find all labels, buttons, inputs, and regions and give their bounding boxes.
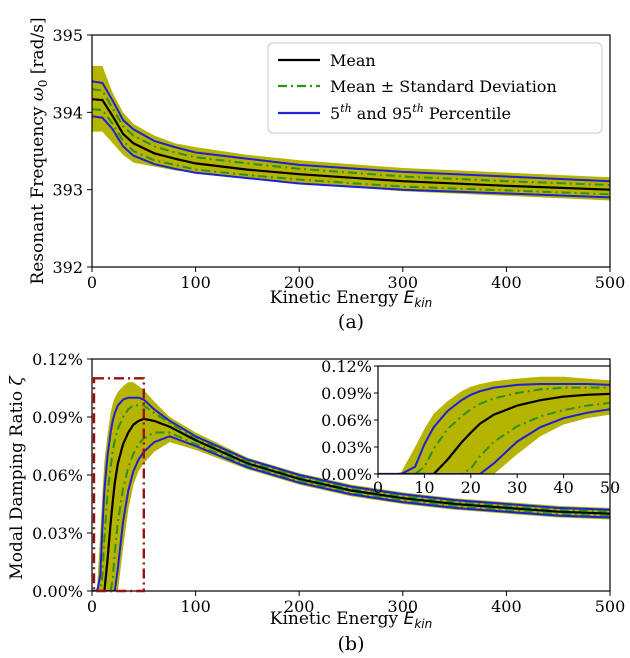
- inset-x-tick-label: 10: [414, 478, 434, 497]
- inset-uncertainty-band: [378, 376, 610, 474]
- panel-b-x-tick-label: 300: [388, 597, 419, 616]
- panel-a-line-std_lower: [92, 108, 610, 196]
- panel-a-x-tick-label: 500: [595, 273, 626, 292]
- panel-b-inset: 0 10 20 30 40 50 0.00% 0.03% 0.06% 0.09% 0.12%: [321, 357, 620, 497]
- panel-b-caption: (b): [338, 633, 365, 655]
- panel-b-line-p95: [92, 396, 610, 591]
- inset-y-tick-label: 0.03%: [321, 438, 372, 457]
- inset-x-tick-label: 40: [553, 478, 573, 497]
- panel-b-x-tick-label: 400: [491, 597, 522, 616]
- panel-a-x-tick-label: 200: [284, 273, 315, 292]
- legend-percentile-label: 5th and 95th Percentile: [330, 102, 511, 123]
- zoom-region-box: [92, 377, 145, 593]
- panel-a-axes-frame: [91, 34, 611, 268]
- panel-a-y-axis-label: Resonant Frequency ω0 [rad/s]: [28, 17, 50, 284]
- panel-b-y-tick-label: 0.06%: [32, 466, 83, 485]
- panel-b-x-tick-label: 100: [180, 597, 211, 616]
- panel-a-y-tick-label: 395: [52, 26, 83, 45]
- panel-a-x-tick-label: 0: [87, 273, 97, 292]
- panel-a-x-tick-label: 100: [180, 273, 211, 292]
- panel-a-frequency-chart: 0 100 200 300 400 500 392 393 394 395 Resonant Fr…: [28, 17, 625, 333]
- panel-b-x-tick-label: 200: [284, 597, 315, 616]
- panel-a-x-axis-label: Kinetic Energy Ekin: [270, 288, 432, 310]
- panel-a-x-tick-label: 400: [491, 273, 522, 292]
- panel-b-x-tick-label: 500: [595, 597, 626, 616]
- inset-line-p5: [378, 408, 610, 474]
- panel-a-line-p5: [92, 115, 610, 199]
- panel-a-y-tick-label: 392: [52, 258, 83, 277]
- panel-a-line-p95: [92, 80, 610, 183]
- inset-x-tick-label: 0: [373, 478, 383, 497]
- panel-b-line-std_lower: [92, 431, 610, 591]
- panel-a-y-tick-label: 394: [52, 103, 83, 122]
- panel-a-caption: (a): [338, 311, 364, 333]
- panel-b-line-p5: [92, 435, 610, 591]
- inset-y-tick-label: 0.00%: [321, 465, 372, 484]
- inset-line-mean: [378, 392, 610, 474]
- panel-b-x-tick-label: 0: [87, 597, 97, 616]
- legend-mean-label: Mean: [330, 51, 376, 70]
- inset-x-tick-label: 30: [507, 478, 527, 497]
- panel-b-y-axis-label: Modal Damping Ratio ζ: [7, 375, 27, 580]
- inset-y-tick-label: 0.06%: [321, 411, 372, 430]
- inset-x-tick-label: 50: [600, 478, 620, 497]
- panel-a-x-tick-label: 300: [388, 273, 419, 292]
- panel-a-y-tick-label: 393: [52, 181, 83, 200]
- panel-b-y-tick-label: 0.00%: [32, 582, 83, 601]
- panel-b-y-tick-label: 0.03%: [32, 524, 83, 543]
- panel-b-y-tick-label: 0.09%: [32, 408, 83, 427]
- panel-b-y-tick-label: 0.12%: [32, 350, 83, 369]
- inset-line-p95: [378, 383, 610, 474]
- inset-y-tick-label: 0.12%: [321, 357, 372, 376]
- panel-a-legend: Mean Mean ± Standard Deviation 5th and 9…: [267, 42, 603, 134]
- panel-a-line-mean: [92, 98, 610, 191]
- panel-b-line-mean: [92, 417, 610, 591]
- panel-b-damping-chart: 0 100 200 300 400 5000.00%0.03%0.06%0.09%0.12…: [7, 350, 626, 655]
- panel-b-x-axis-label: Kinetic Energy Ekin: [270, 609, 432, 631]
- panel-b-line-std_upper: [92, 404, 610, 591]
- inset-x-tick-label: 20: [461, 478, 481, 497]
- legend-std-label: Mean ± Standard Deviation: [330, 77, 557, 96]
- inset-y-tick-label: 0.09%: [321, 384, 372, 403]
